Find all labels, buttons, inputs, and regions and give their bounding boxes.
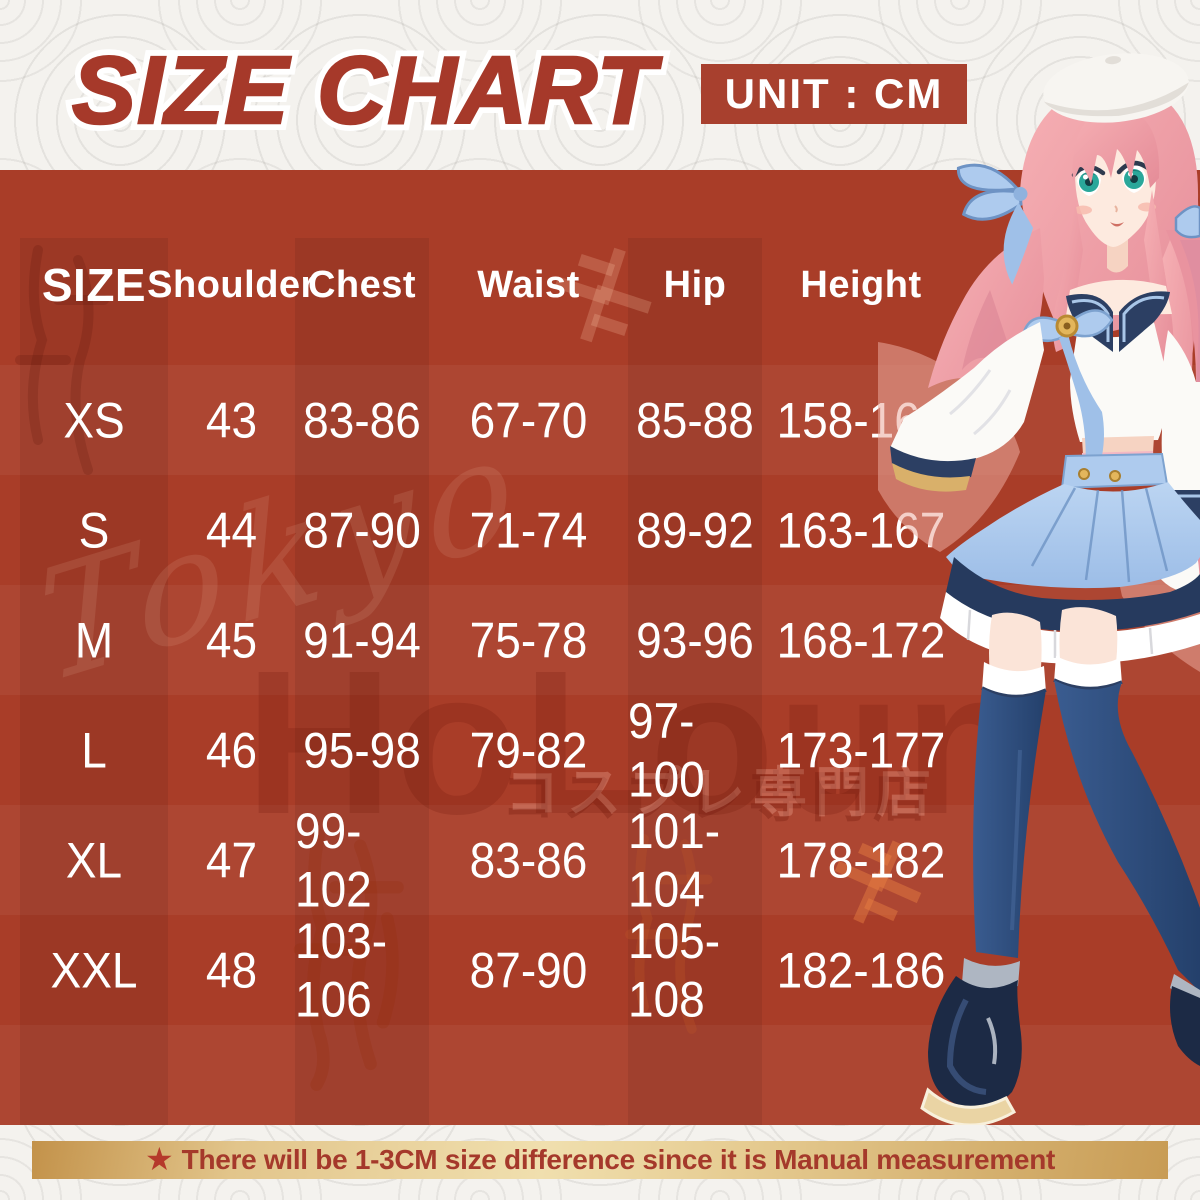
waist-cell: 87-90 [469,941,588,999]
hip-cell: 93-96 [636,611,754,669]
stocking-frill-right [1053,656,1123,691]
chest-cell: 83-86 [303,391,421,449]
waist-cell: 67-70 [469,391,588,449]
column-header-shoulder: Shoulder [147,263,316,306]
table-row-xxl: XXL 48 103-106 87-90 105-108 182-186 [20,913,960,1027]
hip-cell: 85-88 [636,391,754,449]
table-row-s: S 44 87-90 71-74 89-92 163-167 [20,475,960,585]
skirt-button [1109,470,1121,482]
size-cell: XS [63,391,125,449]
chest-cell: 99-102 [295,802,372,918]
mouth [1110,222,1124,227]
size-cell: L [81,721,107,779]
table-row-xs: XS 43 83-86 67-70 85-88 158-162 [20,365,960,475]
table-row-xl: XL 47 99-102 83-86 101-104 178-182 [20,803,960,917]
unit-label: UNIT : CM [724,70,944,117]
size-cell: S [78,501,110,559]
hip-cell: 105-108 [628,912,721,1028]
shoulder-cell: 43 [205,391,258,449]
table-header-row: SIZE Shoulder Chest Waist Hip Height [20,235,960,335]
sleeve-left [890,322,1044,492]
height-cell: 182-186 [776,941,946,999]
waist-cell: 75-78 [469,611,588,669]
size-table: SIZE Shoulder Chest Waist Hip Height XS … [20,235,960,1095]
character-illustration [878,53,1200,1125]
column-header-waist: Waist [477,263,580,306]
waist-cell: 79-82 [469,721,588,779]
column-header-chest: Chest [307,263,417,306]
hip-cell: 101-104 [628,802,721,918]
height-cell: 173-177 [776,721,946,779]
hair-ribbon-right [1174,205,1200,239]
skirt-button [1078,468,1090,480]
page-title: SIZE CHART SIZE CHART [65,30,692,151]
column-shade-size [20,238,168,1125]
table-row-l: L 46 95-98 79-82 97-100 173-177 [20,693,960,807]
sailor-top [1066,279,1172,464]
thigh-high-stockings [973,680,1200,992]
chest-cell: 91-94 [303,611,421,669]
shoulder-cell: 46 [205,721,258,779]
size-cell: XL [65,831,123,889]
size-cell: XXL [50,941,138,999]
nose [1114,205,1118,213]
page-title-outline: SIZE CHART [65,30,662,151]
character-eye-left [1071,164,1106,196]
column-shade-hip [628,238,762,1125]
disclaimer-bar: ★ There will be 1-3CM size difference si… [32,1141,1168,1179]
column-header-height: Height [800,263,922,306]
column-header-size: SIZE [41,259,147,311]
height-cell: 178-182 [776,831,946,889]
size-cell: M [74,611,114,669]
table-row-m: M 45 91-94 75-78 93-96 168-172 [20,585,960,695]
star-icon: ★ [144,1141,174,1177]
platform-shoe-left [920,958,1022,1125]
hair-ribbon-left [956,163,1034,285]
shoulder-cell: 44 [205,501,258,559]
beret-hat [1043,53,1189,123]
hip-cell: 89-92 [636,501,754,559]
column-header-hip: Hip [663,263,727,306]
platform-shoe-right [1170,974,1200,1066]
unit-box: UNIT : CM [701,64,967,124]
column-shade-chest [295,238,429,1125]
hip-cell: 97-100 [628,692,705,808]
disclaimer-text: There will be 1-3CM size difference sinc… [181,1144,1056,1175]
chest-cell: 103-106 [295,912,388,1028]
stocking-frill-left [981,662,1047,699]
chest-cell: 95-98 [303,721,421,779]
shoulder-cell: 45 [205,611,258,669]
shoulder-cell: 48 [205,941,258,999]
page-title-text: SIZE CHART [71,36,657,146]
height-cell: 168-172 [776,611,946,669]
chest-cell: 87-90 [303,501,421,559]
waist-cell: 83-86 [469,831,588,889]
blush [1074,205,1092,215]
shoulder-cell: 47 [205,831,258,889]
waist-cell: 71-74 [469,501,588,559]
